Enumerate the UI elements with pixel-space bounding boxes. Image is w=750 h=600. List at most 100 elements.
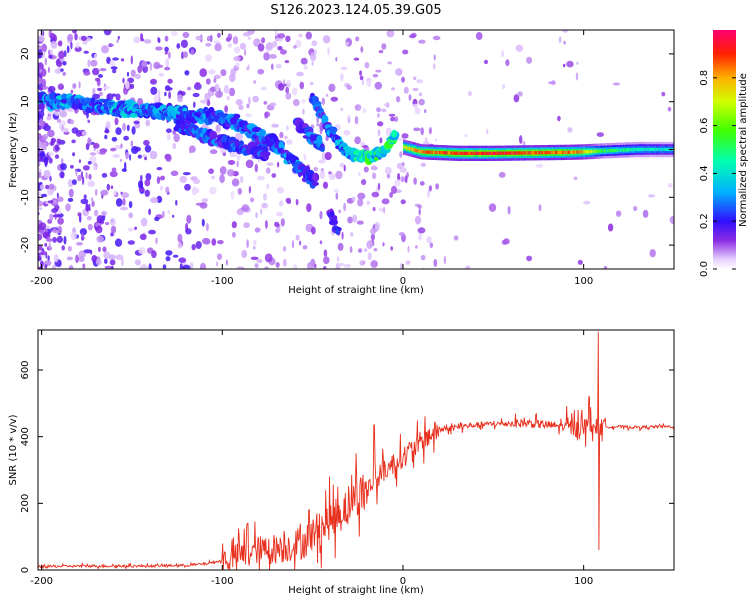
spectrogram-noise-speck (180, 39, 188, 48)
spectrogram-band-cell (658, 147, 661, 152)
spectrogram-band-cell (609, 148, 612, 153)
spectrogram-band-cell (420, 150, 422, 154)
spectrogram-noise-speck (85, 143, 90, 151)
spectrogram-noise-speck (427, 189, 430, 198)
spectrogram-band-cell (624, 148, 626, 152)
spectrogram-noise-speck (49, 213, 54, 222)
spectrogram-noise-speck (302, 108, 305, 115)
spectrogram-band-cell (410, 147, 412, 151)
spectrogram-band-cell (430, 150, 433, 154)
spectrogram-noise-speck (66, 45, 70, 54)
spectrogram-noise-speck (82, 40, 88, 45)
spectrogram-noise-speck (89, 152, 97, 156)
spectrogram-noise-speck (319, 240, 323, 245)
spectrogram-noise-speck (370, 233, 375, 241)
spectrogram-noise-speck (412, 87, 419, 92)
spectrogram-ridge-blob (233, 113, 241, 119)
spectrogram-band-cell (404, 145, 407, 150)
spectrogram-noise-speck (206, 99, 211, 107)
spectrogram-noise-speck (243, 222, 250, 229)
spectrogram-noise-speck (83, 70, 91, 76)
spectrogram-band-cell (433, 150, 435, 154)
spectrogram-noise-speck (248, 96, 251, 105)
spectrogram-noise-speck (615, 210, 622, 217)
spectrogram-noise-speck (265, 42, 274, 51)
spectrogram-noise-speck (126, 124, 130, 132)
spectrogram-band-cell (598, 149, 600, 153)
spectrogram-noise-speck (295, 39, 302, 48)
spectrogram-noise-speck (166, 133, 171, 141)
spectrogram-noise-speck (102, 246, 107, 253)
spectrogram-band-cell (453, 151, 456, 155)
spectrogram-noise-speck (44, 57, 47, 66)
spectrogram-noise-speck (563, 40, 566, 45)
spectrogram-noise-speck (395, 68, 403, 76)
spectrogram-noise-speck (104, 134, 108, 140)
spectrogram-noise-speck (108, 43, 114, 47)
spectrogram-noise-speck (172, 129, 176, 135)
spectrogram-noise-speck (408, 94, 412, 101)
spectrogram-noise-speck (428, 185, 432, 192)
spectrogram-noise-speck (515, 44, 523, 52)
spectrogram-noise-speck (90, 249, 93, 255)
spectrogram-noise-speck (562, 30, 569, 33)
spectrogram-noise-speck (41, 78, 47, 88)
spectrogram-band-cell (572, 150, 574, 154)
spectrogram-noise-speck (164, 46, 169, 53)
spectrogram-noise-speck (247, 64, 250, 70)
spectrogram-noise-speck (418, 92, 423, 97)
spectrogram-noise-speck (130, 55, 133, 65)
spectrogram-noise-speck (350, 232, 354, 237)
spectrogram-band-cell (459, 151, 462, 155)
spectrogram-noise-speck (81, 130, 87, 136)
spectrogram-noise-speck (201, 218, 205, 227)
spectrogram-noise-speck (404, 175, 408, 184)
spectrogram-band-cell (427, 150, 430, 154)
spectrogram-noise-speck (254, 163, 258, 173)
spectrogram-noise-speck (340, 66, 348, 71)
spectrogram-noise-speck (193, 101, 196, 108)
spectrogram-noise-speck (178, 257, 187, 264)
spectrogram-noise-speck (324, 152, 332, 161)
spectrogram-noise-speck (398, 232, 405, 236)
spectrogram-noise-speck (129, 154, 132, 161)
spectrogram-noise-speck (145, 119, 151, 127)
spectrogram-noise-speck (199, 68, 207, 77)
spectrogram-noise-speck (409, 34, 416, 39)
spectrogram-noise-speck (111, 136, 118, 142)
spectrogram-noise-speck (205, 223, 209, 232)
spectrogram-band-cell (455, 151, 457, 155)
spectrogram-noise-speck (355, 36, 360, 42)
spectrogram-band-cell (517, 151, 519, 155)
spectrogram-noise-speck (113, 189, 117, 196)
spectrogram-band-cell (443, 151, 446, 155)
spectrogram-noise-speck (67, 197, 74, 202)
spectrogram-noise-speck (101, 173, 108, 178)
snr-background (38, 330, 674, 570)
spectrogram-noise-speck (296, 71, 304, 77)
spectrogram-noise-speck (134, 73, 141, 80)
spectrogram-ridge-blob (208, 130, 218, 140)
spectrogram-noise-speck (160, 185, 163, 191)
spectrogram-noise-speck (503, 238, 510, 245)
spectrogram-noise-speck (339, 162, 344, 168)
spectrogram-noise-speck (48, 242, 52, 251)
spectrogram-noise-speck (526, 255, 533, 262)
spectrogram-noise-speck (103, 30, 112, 36)
spectrogram-noise-speck (338, 209, 341, 214)
spectrogram-band-cell (403, 145, 405, 149)
spectrogram-noise-speck (208, 69, 216, 75)
spectrogram-noise-speck (38, 171, 42, 179)
spectrogram-noise-speck (227, 160, 236, 165)
spectrogram-band-cell (530, 151, 532, 155)
spectrogram-noise-speck (49, 183, 55, 190)
spectrogram-band-cell (436, 150, 438, 155)
spectrogram-band-cell (469, 151, 472, 155)
spectrogram-noise-speck (241, 249, 248, 259)
spectrogram-noise-speck (144, 145, 152, 153)
spectrogram-noise-speck (612, 82, 621, 86)
spectrogram-noise-speck (236, 152, 241, 161)
spectrogram-band-cell (495, 151, 498, 155)
spectrogram-noise-speck (225, 37, 231, 42)
colorbar: 0.0 0.2 0.4 0.6 0.8 Normalized spectral ampl… (699, 30, 749, 277)
